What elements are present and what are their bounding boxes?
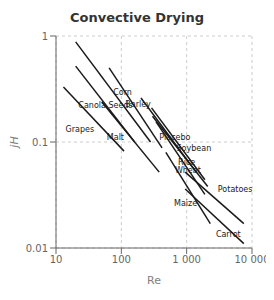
- svg-text:10 000: 10 000: [235, 254, 267, 265]
- svg-text:Rice: Rice: [178, 157, 196, 167]
- svg-text:1: 1: [42, 31, 48, 42]
- svg-text:Re: Re: [147, 274, 161, 287]
- svg-text:Canola Seeds: Canola Seeds: [78, 100, 133, 110]
- svg-text:100: 100: [112, 254, 131, 265]
- svg-text:0.1: 0.1: [32, 137, 48, 148]
- html-text:Convective Drying: Convective Drying: [70, 10, 204, 25]
- svg-text:Potatoes: Potatoes: [218, 185, 253, 194]
- svg-text:Carrot: Carrot: [216, 230, 241, 239]
- svg-text:Placebo: Placebo: [159, 133, 190, 142]
- svg-text:Wheat: Wheat: [175, 166, 201, 175]
- svg-text:jH: jH: [8, 136, 21, 149]
- svg-text:Barley: Barley: [125, 100, 151, 109]
- svg-text:10: 10: [50, 254, 63, 265]
- svg-text:Corn: Corn: [113, 88, 132, 97]
- svg-text:0.01: 0.01: [26, 243, 48, 254]
- svg-text:Malt: Malt: [107, 133, 124, 142]
- svg-text:Maize: Maize: [174, 199, 197, 208]
- svg-text:1 000: 1 000: [172, 254, 201, 265]
- svg-text:Grapes: Grapes: [66, 125, 95, 134]
- svg-text:Soybean: Soybean: [177, 144, 212, 153]
